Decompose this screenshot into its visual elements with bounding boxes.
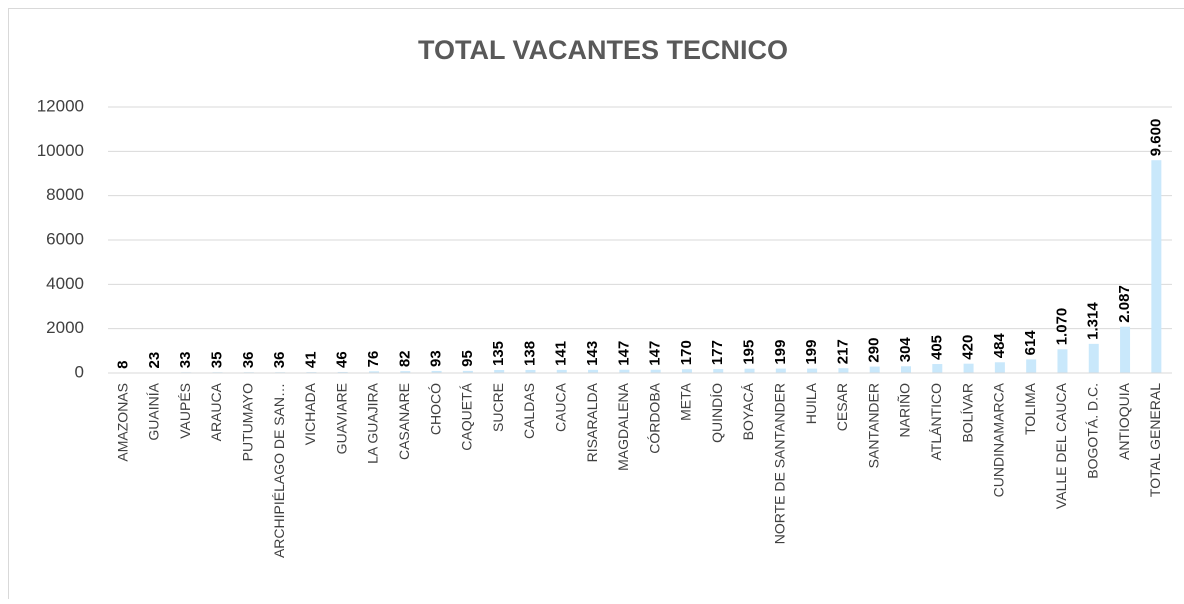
y-tick-label: 12000 (37, 96, 84, 115)
x-tick-label: VICHADA (302, 382, 318, 445)
value-label: 9.600 (1147, 119, 1164, 157)
value-label: 46 (334, 351, 351, 368)
x-tick-label: META (678, 382, 694, 421)
y-tick-label: 0 (75, 362, 84, 381)
x-tick-label: QUINDÍO (709, 383, 725, 443)
value-label: 147 (615, 341, 632, 366)
bar (932, 364, 942, 373)
bar (713, 369, 723, 373)
value-label: 147 (647, 341, 664, 366)
x-tick-label: GUAVIARE (333, 383, 349, 454)
x-tick-label: BOYACÁ (740, 382, 756, 440)
value-label: 1.314 (1085, 302, 1102, 340)
value-label: 41 (302, 351, 319, 368)
x-tick-label: CASANARE (396, 383, 412, 460)
value-label: 199 (772, 340, 789, 365)
value-label: 76 (365, 351, 382, 368)
x-tick-label: TOLIMA (1022, 382, 1038, 435)
x-tick-label: BOLÍVAR (959, 383, 975, 443)
value-label: 304 (897, 337, 914, 363)
x-tick-label: CÓRDOBA (646, 382, 662, 453)
x-tick-label: ARAUCA (208, 382, 224, 441)
x-tick-label: PUTUMAYO (240, 383, 256, 461)
bar (995, 362, 1005, 373)
value-label: 217 (834, 339, 851, 364)
bar (1057, 349, 1067, 373)
value-label: 95 (459, 350, 476, 367)
value-label: 405 (928, 335, 945, 360)
y-tick-label: 4000 (46, 274, 84, 293)
value-label: 93 (428, 350, 445, 367)
value-label: 2.087 (1116, 285, 1133, 323)
x-tick-label: CALDAS (521, 383, 537, 439)
value-label: 36 (271, 352, 288, 369)
bar (1151, 160, 1161, 373)
x-tick-label: BOGOTÁ. D.C. (1084, 383, 1100, 479)
value-label: 143 (584, 341, 601, 366)
value-label: 141 (553, 341, 570, 366)
value-label: 177 (709, 340, 726, 365)
value-label: 82 (396, 350, 413, 367)
value-label: 614 (1022, 330, 1039, 356)
x-tick-label: MAGDALENA (615, 382, 631, 471)
bar (1120, 327, 1130, 373)
x-tick-label: VALLE DEL CAUCA (1053, 382, 1069, 509)
x-tick-label: CAQUETÁ (459, 382, 475, 450)
x-tick-label: VAUPÉS (177, 383, 193, 439)
x-tick-label: AMAZONAS (114, 383, 130, 462)
value-label: 135 (490, 341, 507, 366)
value-label: 36 (240, 352, 257, 369)
bar (901, 366, 911, 373)
x-tick-label: CESAR (834, 383, 850, 431)
y-tick-label: 2000 (46, 318, 84, 337)
bar (776, 369, 786, 373)
value-label: 8 (115, 360, 132, 368)
x-tick-label: GUAINÍA (146, 382, 162, 440)
x-tick-label: SANTANDER (865, 383, 881, 468)
x-tick-label: NARIÑO (897, 383, 913, 438)
bar (870, 367, 880, 373)
x-tick-label: CAUCA (552, 382, 568, 432)
value-label: 138 (521, 341, 538, 366)
bar (1026, 359, 1036, 373)
value-label: 23 (146, 352, 163, 369)
x-tick-label: TOTAL GENERAL (1147, 383, 1163, 497)
value-label: 35 (208, 352, 225, 369)
x-tick-label: LA GUAJIRA (365, 382, 381, 464)
value-label: 290 (866, 338, 883, 363)
value-label: 484 (991, 333, 1008, 359)
bar (807, 369, 817, 373)
bar (964, 364, 974, 373)
x-tick-label: ATLÁNTICO (928, 383, 944, 461)
x-tick-label: ANTIOQUIA (1116, 382, 1132, 460)
bar (682, 369, 692, 373)
y-tick-label: 8000 (46, 185, 84, 204)
x-tick-label: HUILA (803, 382, 819, 424)
x-tick-label: RISARALDA (584, 382, 600, 462)
x-tick-label: ARCHIPIÉLAGO DE SAN… (271, 383, 287, 558)
x-tick-label: NORTE DE SANTANDER (772, 383, 788, 544)
value-label: 1.070 (1053, 308, 1070, 346)
value-label: 170 (678, 340, 695, 365)
y-tick-label: 6000 (46, 229, 84, 248)
value-label: 199 (803, 340, 820, 365)
value-label: 420 (960, 335, 977, 360)
y-tick-label: 10000 (37, 141, 84, 160)
bar (745, 369, 755, 373)
bar (838, 368, 848, 373)
chart-border (9, 9, 1184, 600)
x-tick-label: CUNDINAMARCA (991, 382, 1007, 497)
bar (1089, 344, 1099, 373)
x-tick-label: SUCRE (490, 383, 506, 432)
x-tick-label: CHOCÓ (427, 383, 443, 435)
chart-title: TOTAL VACANTES TECNICO (418, 35, 788, 65)
value-label: 195 (740, 340, 757, 365)
value-label: 33 (177, 352, 194, 369)
